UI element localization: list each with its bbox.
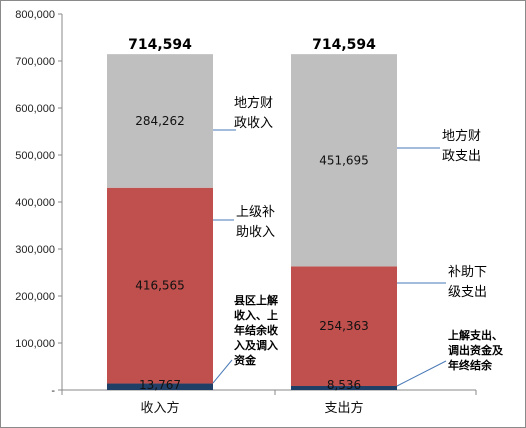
y-tick-label: 100,000	[15, 338, 55, 350]
bar-segment-label: 8,536	[327, 378, 361, 392]
bar-segment	[107, 187, 213, 384]
annotation-leader-line	[212, 359, 233, 384]
segment-annotation-text: 补助下	[448, 265, 487, 280]
segment-annotation-text: 收入、上	[234, 308, 278, 322]
segment-annotation-text: 地方财	[234, 95, 273, 111]
bar-segment-label: 284,262	[135, 114, 185, 128]
segment-annotation-text: 政收入	[234, 116, 273, 131]
segment-annotation-text: 助收入	[236, 225, 275, 240]
segment-annotation-text: 地方财	[442, 128, 481, 144]
bar-segment	[107, 383, 213, 390]
bar-total-label: 714,594	[128, 37, 192, 53]
category-label: 收入方	[140, 400, 179, 416]
bar-segment	[291, 385, 397, 390]
y-tick-label: 200,000	[15, 291, 55, 303]
y-tick-label: 800,000	[15, 9, 55, 21]
segment-annotation-text: 调出资金及	[448, 343, 504, 357]
bar-segment-label: 451,695	[319, 153, 369, 167]
bar-segment	[291, 54, 397, 267]
y-tick-label: 700,000	[15, 56, 55, 68]
y-tick-label: 300,000	[15, 244, 55, 256]
y-tick-label: 600,000	[15, 103, 55, 115]
segment-annotation-text: 入及调入	[234, 338, 278, 352]
y-tick-label: -	[51, 385, 55, 397]
bar-segment-label: 416,565	[135, 279, 185, 293]
y-tick-label: 500,000	[15, 150, 55, 162]
segment-annotation-text: 上级补	[236, 205, 275, 220]
bar-total-label: 714,594	[312, 37, 376, 53]
segment-annotation-text: 级支出	[448, 285, 487, 300]
segment-annotation-text: 政支出	[442, 149, 481, 164]
segment-annotation-text: 资金	[234, 353, 257, 367]
bar-segment	[107, 54, 213, 188]
category-label: 支出方	[324, 400, 363, 416]
bar-segment-label: 254,363	[319, 319, 369, 333]
bar-segment-label: 13,767	[139, 378, 181, 392]
segment-annotation-text: 县区上解	[234, 293, 278, 307]
segment-annotation-text: 年结余收	[234, 323, 278, 337]
segment-annotation-text: 年终结余	[448, 358, 493, 372]
annotation-leader-line	[396, 360, 447, 387]
y-tick-label: 400,000	[15, 197, 55, 209]
bar-segment	[291, 266, 397, 386]
segment-annotation-text: 上解支出、	[448, 328, 503, 342]
